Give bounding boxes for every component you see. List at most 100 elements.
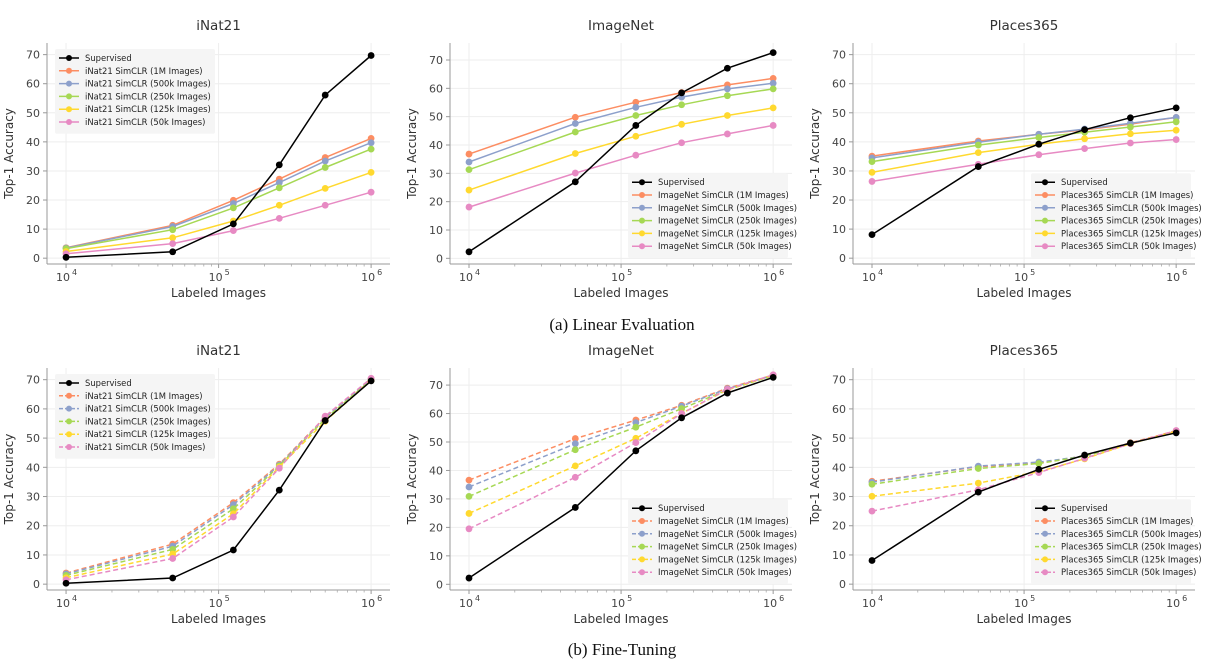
chart-1-x-tick-label-0: 10: [459, 271, 473, 284]
chart-4-legend-label-500k: ImageNet SimCLR (500k Images): [658, 529, 797, 539]
chart-2-legend-label-50k: Places365 SimCLR (50k Images): [1061, 241, 1196, 251]
chart-3-y-tick-label-3: 30: [26, 491, 40, 504]
chart-1-series-125k-point-5: [769, 104, 777, 112]
chart-1-series-1M-point-1: [571, 113, 579, 121]
chart-5-legend-label-50k: Places365 SimCLR (50k Images): [1061, 567, 1196, 577]
chart-5-legend-label-125k: Places365 SimCLR (125k Images): [1061, 554, 1202, 564]
chart-0-legend-label-1M: iNat21 SimCLR (1M Images): [85, 66, 202, 76]
chart-4-series-Supervised-point-0: [465, 574, 473, 582]
chart-2-legend-label-250k: Places365 SimCLR (250k Images): [1061, 216, 1202, 226]
chart-3-series-50k-line: [65, 377, 372, 581]
chart-4-y-tick-label-7: 70: [429, 379, 443, 392]
chart-0-series-250k-point-2: [229, 204, 237, 212]
chart-5-legend-marker-Supervised: [1042, 505, 1048, 512]
chart-4-series-250k-point-0: [465, 492, 473, 500]
chart-4-series-500k-line: [468, 374, 774, 488]
chart-1-series-1M-point-2: [632, 98, 640, 106]
chart-4-series-125k-point-1: [571, 462, 579, 470]
chart-4-legend-label-250k: ImageNet SimCLR (250k Images): [658, 542, 797, 552]
chart-5-x-tick-exponent-1: 5: [1030, 594, 1035, 603]
chart-4-series-250k-line: [468, 374, 774, 498]
chart-3-title: iNat21: [196, 343, 241, 359]
chart-4-legend-label-125k: ImageNet SimCLR (125k Images): [658, 554, 797, 564]
chart-5-series-Supervised-point-5: [1172, 429, 1180, 437]
chart-1-series-Supervised-point-1: [571, 178, 579, 186]
chart-4-y-tick-label-3: 30: [429, 493, 443, 506]
chart-3-legend-box: [55, 374, 215, 459]
chart-1-y-tick-label-1: 10: [429, 224, 443, 237]
chart-2-series-250k-point-1: [974, 141, 982, 149]
chart-4-x-tick-label-1: 10: [611, 597, 625, 610]
chart-3-legend: Supervised iNat21 SimCLR (1M Images) iNat2…: [55, 374, 215, 459]
chart-2-y-tick-label-7: 70: [832, 49, 846, 62]
chart-4-y-tick-label-2: 20: [429, 521, 443, 534]
chart-4-series-125k-line: [468, 374, 774, 515]
chart-4-series-250k-point-2: [632, 423, 640, 431]
chart-2-x-tick-label-1: 10: [1014, 271, 1028, 284]
chart-4-series-50k-point-2: [632, 439, 640, 446]
chart-5-legend: Supervised Places365 SimCLR (1M Images) Pl…: [1031, 499, 1202, 584]
chart-0-y-tick-label-2: 20: [26, 194, 40, 207]
chart-2-series-250k-point-2: [1035, 134, 1043, 141]
chart-3-y-tick-label-7: 70: [26, 374, 40, 387]
chart-2-series-Supervised-point-2: [1035, 140, 1043, 148]
chart-1-series-Supervised-point-3: [678, 89, 686, 97]
chart-2-x-axis-label: Labeled Images: [976, 286, 1071, 300]
chart-4-legend-marker-50k: [639, 569, 645, 576]
chart-1-legend-marker-50k: [639, 243, 645, 250]
chart-2-y-axis-label: Top-1 Accuracy: [808, 108, 822, 200]
chart-1-series-250k-point-2: [632, 112, 640, 119]
chart-2-series-Supervised-point-1: [974, 163, 982, 170]
chart-4-series-Supervised-line: [468, 376, 774, 579]
chart-1-series-50k-point-4: [723, 130, 731, 138]
chart-5-legend-label-1M: Places365 SimCLR (1M Images): [1061, 516, 1193, 526]
chart-4-series-500k-point-0: [465, 483, 473, 491]
chart-2-legend-label-1M: Places365 SimCLR (1M Images): [1061, 190, 1193, 200]
chart-0-legend-marker-250k: [66, 93, 72, 100]
chart-0-series-50k-point-4: [321, 201, 329, 209]
chart-3-y-tick-label-6: 60: [26, 403, 40, 416]
chart-5-series-250k-line: [871, 431, 1177, 486]
chart-2-series-125k-point-1: [974, 149, 982, 157]
chart-3-x-tick-exponent-1: 5: [225, 594, 230, 603]
chart-0-legend-marker-Supervised: [66, 55, 72, 61]
chart-0-series-Supervised-point-4: [321, 91, 329, 99]
chart-0-legend-label-250k: iNat21 SimCLR (250k Images): [85, 91, 211, 101]
chart-1-series-125k-point-3: [678, 120, 686, 128]
chart-5-series-125k-point-0: [868, 492, 876, 500]
chart-2-legend-marker-50k: [1042, 243, 1048, 250]
chart-4-series-50k-point-1: [571, 473, 579, 481]
chart-1-legend-marker-125k: [639, 230, 645, 237]
chart-3-x-axis-label: Labeled Images: [171, 612, 266, 626]
chart-0-series-Supervised-point-2: [229, 220, 237, 228]
chart-3-series-500k-line: [65, 378, 372, 575]
chart-1-series-1M-point-0: [465, 150, 473, 158]
chart-5-y-tick-label-7: 70: [832, 374, 846, 387]
chart-2-series-50k-point-2: [1035, 151, 1043, 159]
chart-0-x-tick-label-0: 10: [56, 271, 70, 284]
chart-1-title: ImageNet: [588, 18, 654, 34]
chart-2-x-tick-exponent-0: 4: [878, 268, 883, 277]
chart-5-series-Supervised-point-3: [1081, 451, 1089, 459]
chart-4-series-Supervised-point-1: [571, 504, 579, 511]
chart-2-y-tick-label-4: 40: [832, 136, 846, 149]
chart-5-y-tick-label-0: 0: [839, 578, 846, 591]
chart-0-legend-marker-125k: [66, 106, 72, 113]
chart-3-series-Supervised-point-5: [367, 377, 375, 385]
chart-0-legend-box: [55, 49, 215, 134]
chart-2-series-125k-point-4: [1126, 130, 1134, 138]
chart-0-y-tick-label-4: 40: [26, 136, 40, 149]
chart-1-series-50k-point-1: [571, 169, 579, 177]
chart-4-legend-label-Supervised: Supervised: [658, 503, 705, 513]
chart-1-y-axis-label: Top-1 Accuracy: [405, 108, 419, 200]
chart-4-y-tick-label-4: 40: [429, 464, 443, 477]
chart-1-x-tick-exponent-0: 4: [475, 268, 480, 277]
chart-0-series-Supervised-point-1: [169, 248, 177, 256]
chart-0-series-50k-point-1: [169, 240, 177, 248]
chart-3-series-50k-point-1: [169, 555, 177, 562]
chart-3-legend-label-500k: iNat21 SimCLR (500k Images): [85, 404, 211, 414]
chart-1-y-tick-label-3: 30: [429, 167, 443, 180]
